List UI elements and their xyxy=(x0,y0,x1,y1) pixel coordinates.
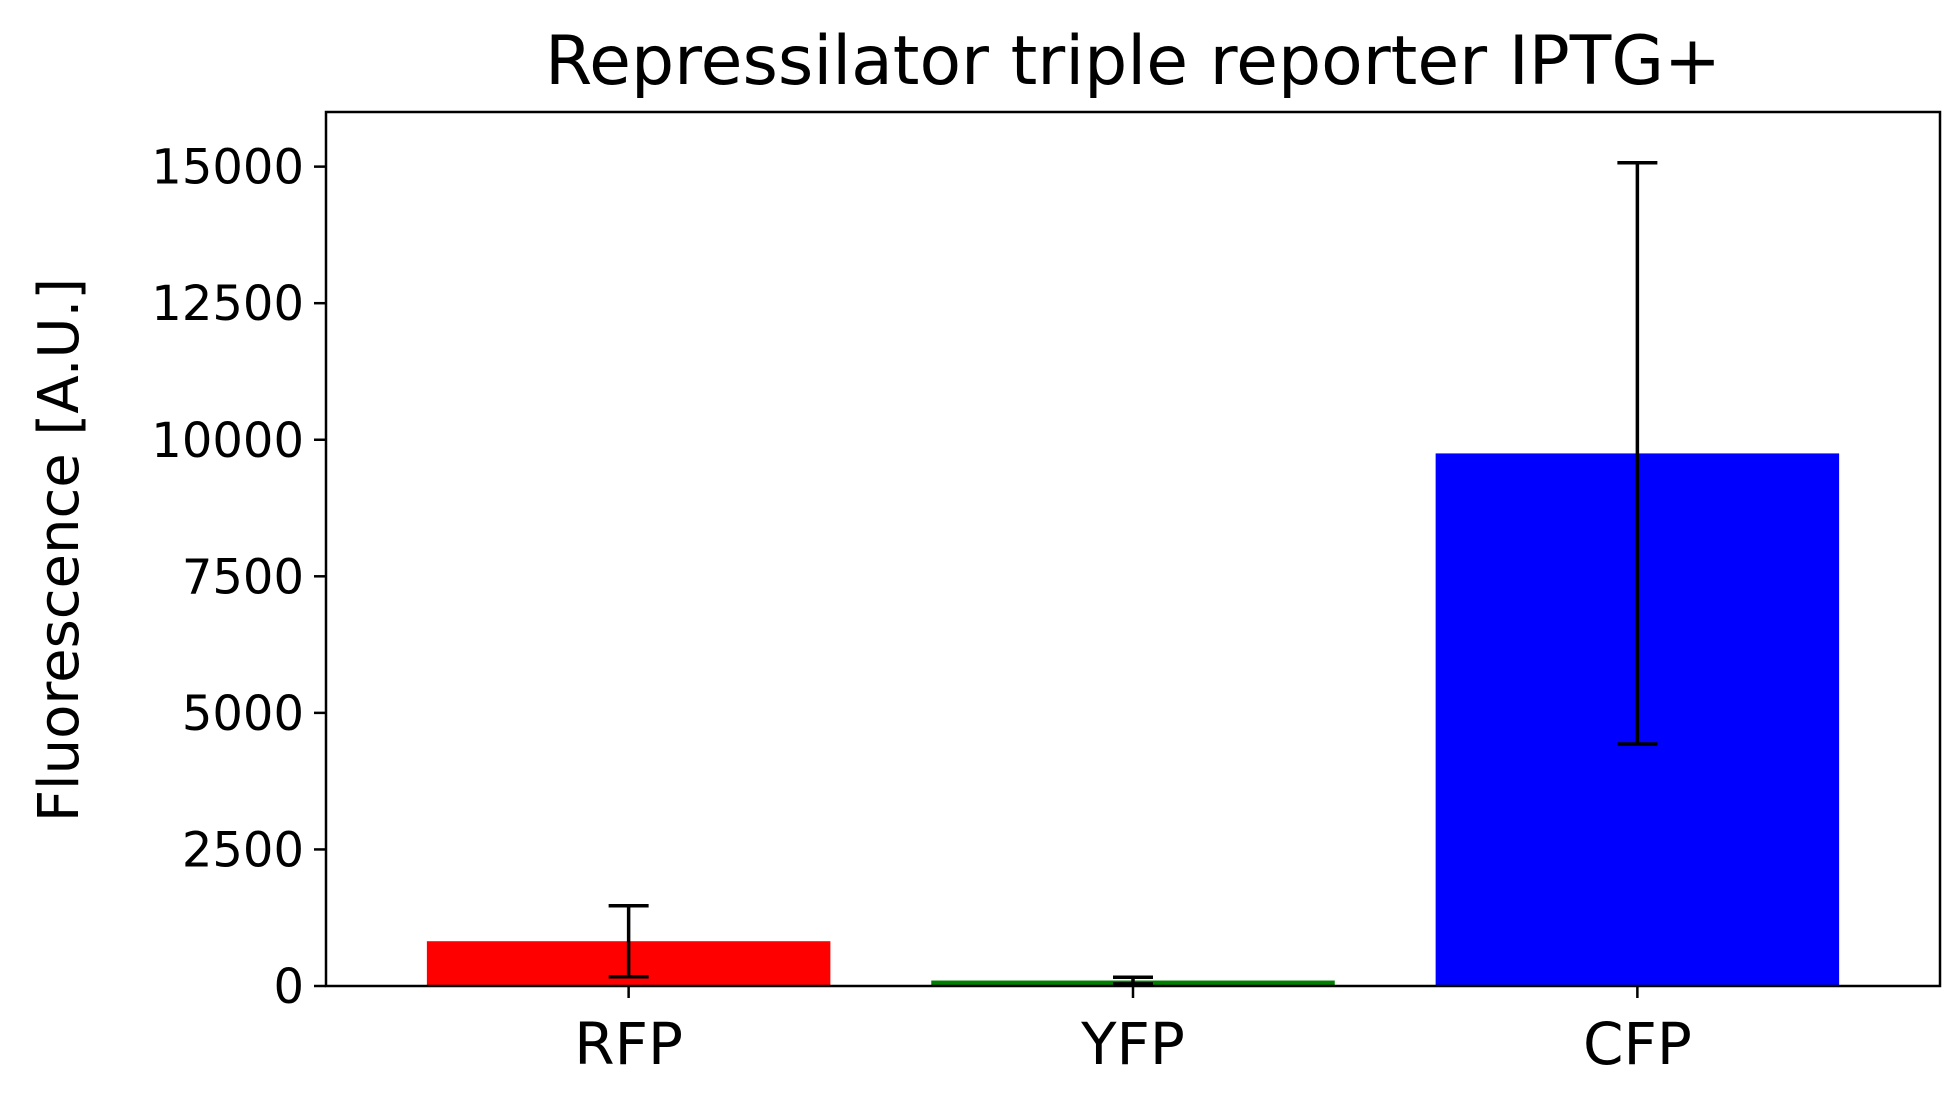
y-tick-label: 10000 xyxy=(151,413,304,469)
error-bar-cfp xyxy=(1617,161,1658,746)
y-axis-label: Fluorescence [A.U.] xyxy=(27,278,92,822)
x-tick-label-yfp: YFP xyxy=(1080,1010,1185,1078)
x-tick-label-cfp: CFP xyxy=(1583,1010,1692,1078)
error-bar-yfp xyxy=(1113,975,1153,986)
y-tick-label: 5000 xyxy=(182,686,304,742)
plot-area-frame xyxy=(324,110,1942,988)
error-bar-rfp xyxy=(608,903,649,979)
chart-title: Repressilator triple reporter IPTG+ xyxy=(545,22,1721,101)
y-tick-label: 2500 xyxy=(182,822,304,878)
error-bars-layer xyxy=(608,161,1658,986)
y-tick-label: 15000 xyxy=(151,140,304,196)
y-tick-label: 12500 xyxy=(151,276,304,332)
y-tick-label: 0 xyxy=(273,959,304,1015)
y-axis-ticks: 0 2500 5000 7500 10000 12500 15000 xyxy=(151,140,326,1015)
y-tick-label: 7500 xyxy=(182,549,304,605)
x-axis-ticks: RFP YFP CFP xyxy=(574,986,1692,1078)
x-tick-label-rfp: RFP xyxy=(574,1010,683,1078)
